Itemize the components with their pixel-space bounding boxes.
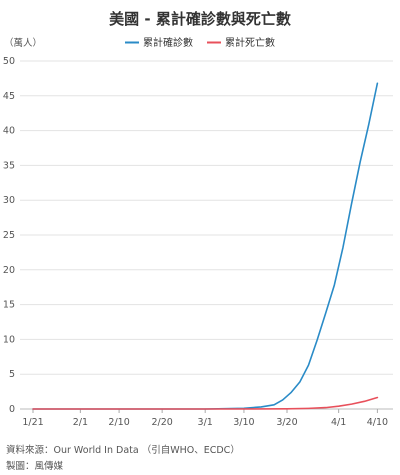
- y-tick-label: 20: [3, 265, 15, 276]
- y-tick-label: 25: [3, 230, 15, 241]
- y-tick-label: 5: [9, 369, 15, 380]
- x-tick-label: 3/10: [233, 417, 254, 428]
- x-tick-label: 2/1: [73, 417, 88, 428]
- gridlines: [20, 60, 393, 410]
- y-tick-label: 0: [9, 404, 15, 415]
- y-tick-label: 35: [3, 160, 15, 171]
- x-tick-label: 3/1: [198, 417, 213, 428]
- y-tick-label: 50: [3, 56, 15, 67]
- credit-note: 製圖：風傳媒: [6, 460, 64, 472]
- legend-label-confirmed: 累計確診數: [143, 36, 193, 49]
- y-axis-unit: （萬人）: [4, 37, 42, 49]
- x-tick-label: 3/20: [276, 417, 297, 428]
- legend-label-deaths: 累計死亡數: [225, 36, 275, 49]
- series-line-1: [32, 396, 379, 410]
- series-line-0: [32, 82, 379, 410]
- chart-title: 美國 - 累計確診數與死亡數: [109, 10, 291, 28]
- x-tick-label: 2/10: [108, 417, 129, 428]
- x-axis-ticks: 1/21 2/1 2/10 2/20 3/1 3/10 3/20 4/1 4/10: [22, 409, 388, 428]
- x-tick-label: 4/1: [331, 417, 346, 428]
- y-tick-label: 40: [3, 126, 15, 137]
- y-tick-label: 30: [3, 195, 15, 206]
- legend: 累計確診數 累計死亡數: [125, 36, 275, 49]
- source-note: 資料來源：Our World In Data （引自WHO、ECDC）: [6, 444, 240, 456]
- x-tick-label: 2/20: [151, 417, 172, 428]
- y-axis-ticks: 0 5 10 15 20 25 30 35 40 45 50: [3, 56, 15, 415]
- y-tick-label: 45: [3, 91, 15, 102]
- x-tick-label: 1/21: [22, 417, 43, 428]
- series-lines: [32, 82, 379, 410]
- x-tick-label: 4/10: [367, 417, 388, 428]
- y-tick-label: 15: [3, 300, 15, 311]
- y-tick-label: 10: [3, 334, 15, 345]
